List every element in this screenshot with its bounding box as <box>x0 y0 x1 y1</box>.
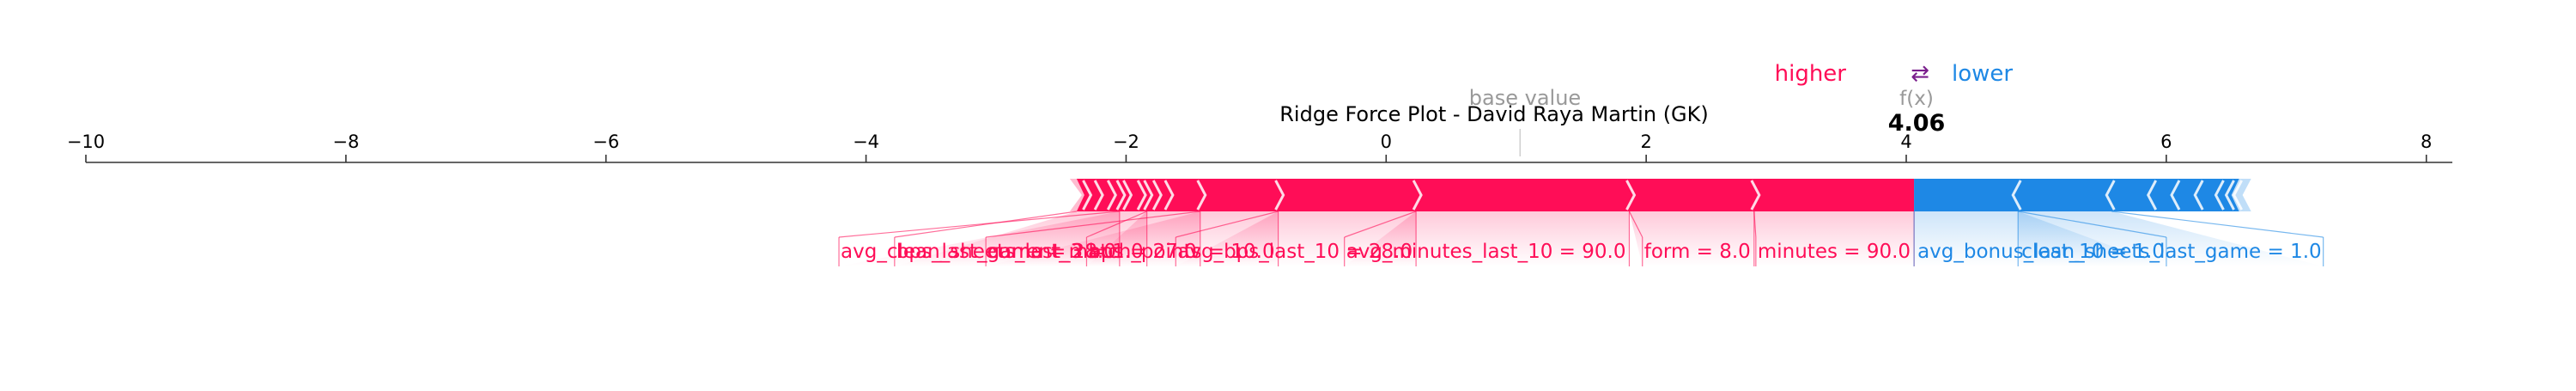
negative-segment-divider <box>2193 180 2204 211</box>
x-tick-label: 6 <box>2160 131 2172 152</box>
negative-segment-divider <box>2224 180 2235 211</box>
positive-segment-divider <box>1412 180 1423 211</box>
bars-layer <box>1069 179 2251 211</box>
x-tick-label: 4 <box>1900 131 1911 152</box>
negative-segment-divider <box>2147 180 2158 211</box>
positive-segment-divider <box>1106 180 1117 211</box>
positive-label-shade <box>1629 211 1754 266</box>
negative-segment-divider <box>2011 180 2022 211</box>
output-value: 4.06 <box>1888 110 1946 137</box>
positive-segment-divider <box>1143 180 1154 211</box>
positive-segment-divider <box>1163 180 1175 211</box>
negative-segment-divider <box>2232 180 2243 211</box>
positive-label-connector <box>1344 211 1417 238</box>
feature-labels-layer: minutes = 90.0 form = 8.0 avg_minutes_last… <box>838 211 2324 266</box>
chart-title: Ridge Force Plot - David Raya Martin (GK… <box>1279 102 1709 126</box>
positive-feature-label: avg_minutes_last_10 = 90.0 <box>1346 241 1626 263</box>
positive-feature-label: avg_bps_last_10 = 28.0 <box>1177 241 1413 263</box>
positive-segment-divider <box>1122 180 1133 211</box>
positive-label-shade <box>1753 211 1915 266</box>
positive-label-connector <box>1086 211 1147 238</box>
positive-feature-label: bps = 27.0 <box>1088 241 1196 263</box>
positive-segment-divider <box>1274 180 1285 211</box>
positive-label-shade <box>1176 211 1417 266</box>
x-tick-label: 2 <box>1640 131 1651 152</box>
axis-layer: −10 −8 −6 −4 −2 0 2 4 6 8 <box>67 129 2452 163</box>
x-tick-label: −8 <box>332 131 359 152</box>
output-label: f(x) <box>1899 88 1934 110</box>
x-tick-label: −6 <box>592 131 619 152</box>
positive-feature-label: current_match_points = 10.0 <box>987 241 1274 263</box>
x-tick-label: −2 <box>1113 131 1139 152</box>
positive-label-connector <box>894 211 1077 238</box>
positive-feature-label: form = 8.0 <box>1644 241 1751 263</box>
positive-segment-divider <box>1082 180 1093 211</box>
negative-label-shade <box>1914 211 2166 266</box>
negative-segment-divider <box>2105 180 2116 211</box>
positive-label-connector <box>986 211 1200 238</box>
negative-feature-label: clean_sheets_last_game = 1.0 <box>2021 241 2321 263</box>
positive-bar <box>1076 179 1915 211</box>
positive-segment-divider <box>1093 180 1104 211</box>
positive-segment-divider <box>1750 180 1761 211</box>
positive-segment-divider <box>1625 180 1637 211</box>
negative-feature-label: avg_bonus_last_10 = 1.0 <box>1917 241 2165 263</box>
positive-segment-divider <box>1196 180 1207 211</box>
positive-segment-divider <box>1136 180 1147 211</box>
x-tick-label: −10 <box>67 131 105 152</box>
positive-feature-label: bps_last_game = 28.0 <box>896 241 1116 263</box>
negative-segment-divider <box>2170 180 2181 211</box>
positive-segment-divider <box>1115 180 1127 211</box>
legend-higher: higher <box>1775 61 1847 87</box>
negative-label-connector <box>2111 211 2324 238</box>
negative-segment-divider <box>2214 180 2225 211</box>
x-tick-label: 8 <box>2421 131 2432 152</box>
negative-label-connector <box>2018 211 2167 238</box>
positive-feature-label: avg_clean_sheets_last_3 = 1.0 <box>841 241 1144 263</box>
legend-arrow-icon: ⇄ <box>1911 61 1929 87</box>
base-value-label: base value <box>1469 86 1581 110</box>
positive-label-connector <box>838 211 1120 238</box>
positive-segment-divider <box>1151 180 1163 211</box>
x-tick-label: 0 <box>1381 131 1392 152</box>
positive-feature-label: minutes = 90.0 <box>1758 241 1911 263</box>
negative-bar <box>1914 179 2239 211</box>
positive-label-connector <box>1628 211 1643 238</box>
x-tick-label: −4 <box>853 131 879 152</box>
legend-lower: lower <box>1952 61 2013 87</box>
positive-label-connector <box>1176 211 1279 238</box>
